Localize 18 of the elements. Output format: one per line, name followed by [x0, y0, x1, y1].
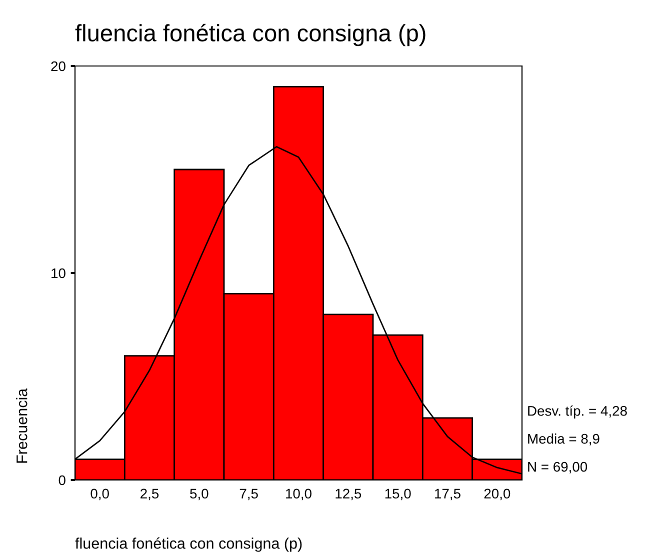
x-tick-label: 7,5 [240, 488, 258, 500]
x-tick-label: 12,5 [336, 488, 362, 500]
x-axis-title: fluencia fonética con consigna (p) [75, 537, 302, 552]
text: Desv. típ. = 4,28 [528, 405, 627, 419]
chart-title: fluencia fonética con consigna (p) [75, 24, 426, 46]
x-tick-label: 0,0 [90, 488, 109, 500]
x-tick-label: 5,0 [190, 488, 208, 500]
y-tick-label: 20 [51, 61, 66, 72]
x-tick-label: 10,0 [286, 488, 312, 500]
y-tick-label: 10 [52, 268, 66, 278]
y-axis-title: Frecuencia [16, 388, 28, 463]
text: Media = 8,9 [528, 434, 600, 446]
x-tick-label: 20,0 [484, 488, 510, 500]
x-tick-label: 17,5 [435, 488, 460, 500]
x-tick-label: 15,0 [385, 488, 411, 500]
y-tick-label: 0 [58, 475, 66, 486]
x-tick-label: 2,5 [140, 488, 159, 500]
text: N = 69,00 [528, 462, 588, 474]
